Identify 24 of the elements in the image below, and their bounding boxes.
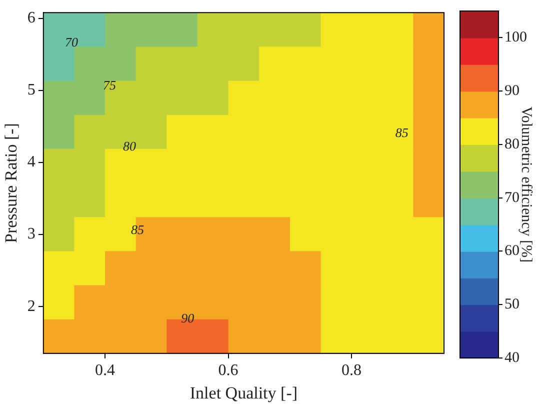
- y-axis-title: Pressure Ratio [-]: [2, 123, 21, 243]
- x-tick-label: 0.6: [218, 362, 238, 380]
- x-axis-title: Inlet Quality [-]: [190, 383, 298, 402]
- x-tick-label: 0.4: [95, 362, 116, 380]
- annotation: 75: [103, 77, 116, 92]
- y-tick-label: 2: [27, 298, 36, 315]
- annotation: 80: [123, 138, 137, 154]
- color-bar-label: 40: [504, 350, 520, 366]
- y-tick-label: 4: [27, 154, 36, 171]
- y-tick-label: 5: [27, 82, 36, 99]
- x-tick-label: 0.8: [342, 362, 362, 380]
- color-bar-label: 50: [504, 296, 520, 313]
- y-tick-label: 3: [27, 226, 36, 243]
- annotation: 85: [395, 125, 409, 140]
- annotation: 70: [64, 34, 78, 50]
- color-bar-title: Volumetric efficiency [%]: [518, 106, 534, 263]
- annotation: 85: [131, 222, 145, 238]
- color-bar-label: 90: [504, 83, 520, 100]
- color-bar-label: 80: [504, 136, 520, 152]
- color-bar-label: 60: [504, 243, 520, 260]
- color-bar-label: 70: [504, 190, 520, 206]
- y-tick-label: 6: [27, 10, 36, 27]
- color-bar-label: 100: [504, 30, 527, 46]
- annotation: 90: [181, 310, 195, 326]
